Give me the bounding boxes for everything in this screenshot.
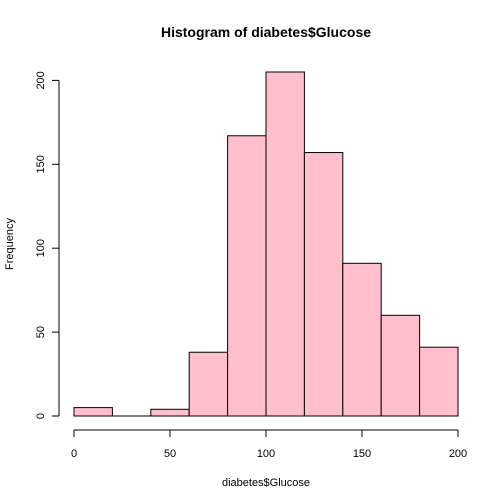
histogram-bar-7 xyxy=(342,262,382,417)
histogram-bar-0 xyxy=(73,407,113,417)
histogram-bar-9 xyxy=(419,346,459,417)
y-tick-label: 200 xyxy=(35,71,47,89)
y-tick-label: 150 xyxy=(35,155,47,173)
x-tick-label: 0 xyxy=(71,448,77,460)
x-axis-label: diabetes$Glucose xyxy=(222,477,310,489)
x-tick-label: 100 xyxy=(257,448,275,460)
y-axis: 0 50 100 150 200 xyxy=(35,71,60,419)
histogram-bar-8 xyxy=(380,314,421,417)
y-tick-label: 100 xyxy=(35,239,47,257)
histogram-bar-3 xyxy=(188,351,229,417)
x-tick-label: 150 xyxy=(353,448,371,460)
histogram-bar-2 xyxy=(150,408,190,417)
histogram-bar-6 xyxy=(303,152,344,417)
y-tick-label: 0 xyxy=(35,413,47,419)
bars-group xyxy=(73,71,459,417)
histogram-bar-4 xyxy=(227,135,267,417)
x-axis: 0 50 100 150 200 xyxy=(71,429,467,460)
y-tick-label: 50 xyxy=(35,326,47,338)
x-tick-label: 200 xyxy=(449,448,467,460)
histogram-bar-5 xyxy=(265,71,305,417)
chart-title: Histogram of diabetes$Glucose xyxy=(161,24,371,40)
y-axis-label: Frequency xyxy=(4,218,16,270)
x-tick-label: 50 xyxy=(164,448,176,460)
